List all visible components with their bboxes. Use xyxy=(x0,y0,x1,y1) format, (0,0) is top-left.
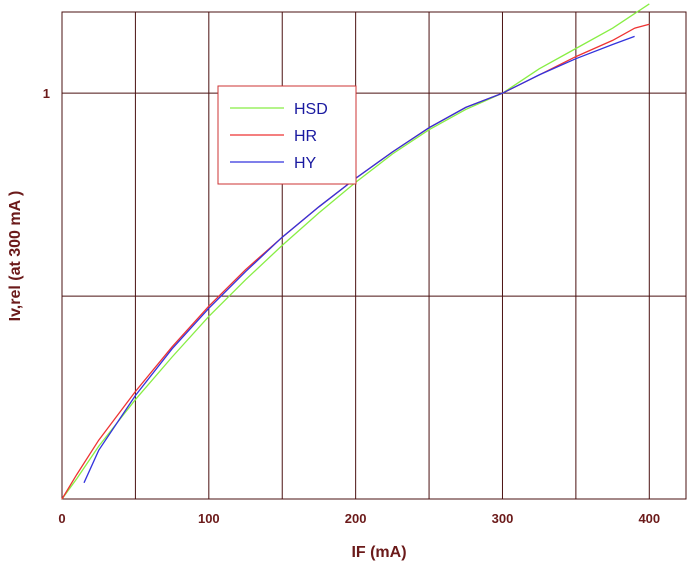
plot-area xyxy=(61,11,687,500)
x-tick-label: 400 xyxy=(638,511,660,526)
x-tick-label: 300 xyxy=(492,511,514,526)
legend-label-hsd: HSD xyxy=(294,101,328,118)
series-line-hsd xyxy=(61,3,650,500)
tick-labels: 0 100 200 300 400 1 xyxy=(43,86,660,526)
x-tick-label: 0 xyxy=(58,511,65,526)
legend: HSD HR HY xyxy=(217,85,357,185)
legend-label-hy: HY xyxy=(294,155,317,172)
legend-label-hr: HR xyxy=(294,128,317,145)
x-tick-label: 200 xyxy=(345,511,367,526)
x-tick-label: 100 xyxy=(198,511,220,526)
x-axis-title: IF (mA) xyxy=(351,544,406,561)
y-tick-label: 1 xyxy=(43,86,50,101)
y-axis-title: Iv,rel (at 300 mA ) xyxy=(7,191,24,322)
